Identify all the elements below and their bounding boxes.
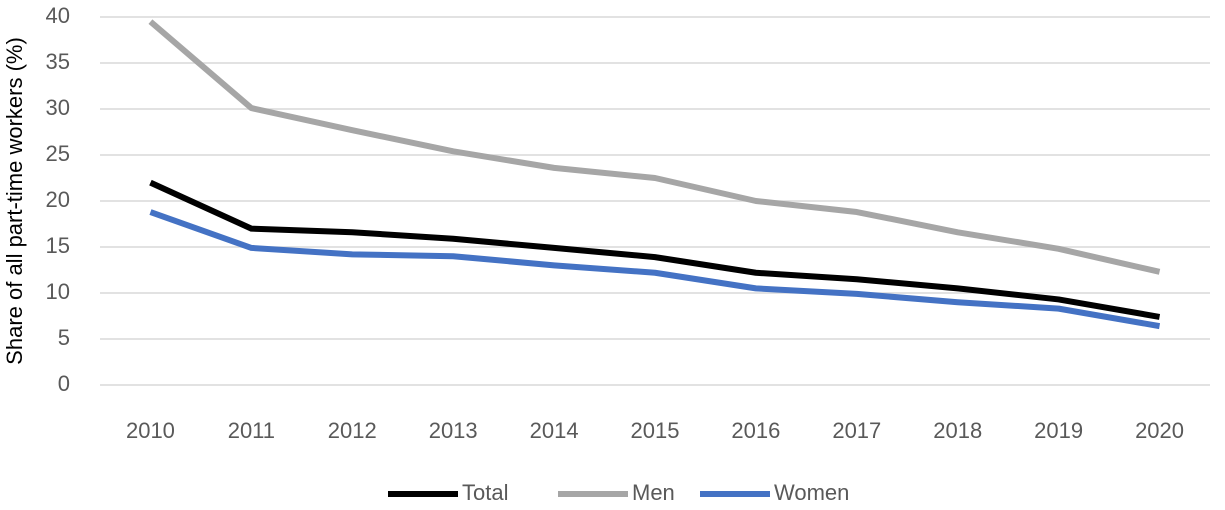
legend-label: Men — [632, 480, 675, 505]
y-tick-label: 10 — [46, 279, 70, 304]
y-tick-label: 5 — [58, 325, 70, 350]
y-tick-label: 15 — [46, 233, 70, 258]
line-series — [148, 19, 1161, 275]
legend-item: Men — [558, 480, 675, 505]
legend-label: Women — [774, 480, 849, 505]
y-axis-label: Share of all part-time workers (%) — [2, 37, 27, 365]
x-tick-label: 2012 — [328, 418, 377, 443]
y-tick-label: 0 — [58, 371, 70, 396]
x-tick-label: 2016 — [731, 418, 780, 443]
x-tick-label: 2017 — [832, 418, 881, 443]
x-tick-label: 2018 — [933, 418, 982, 443]
x-tick-label: 2010 — [126, 418, 175, 443]
line-series — [149, 179, 1161, 320]
y-tick-label: 40 — [46, 3, 70, 28]
y-tick-label: 20 — [46, 187, 70, 212]
x-tick-label: 2020 — [1135, 418, 1184, 443]
x-tick-label: 2019 — [1034, 418, 1083, 443]
y-tick-label: 25 — [46, 141, 70, 166]
x-tick-label: 2014 — [530, 418, 579, 443]
x-tick-label: 2015 — [631, 418, 680, 443]
line-series — [149, 209, 1161, 330]
legend-label: Total — [462, 480, 508, 505]
y-tick-label: 30 — [46, 95, 70, 120]
legend-item: Women — [700, 480, 849, 505]
x-tick-label: 2011 — [228, 418, 275, 443]
legend-item: Total — [388, 480, 508, 505]
x-tick-label: 2013 — [429, 418, 478, 443]
y-tick-label: 35 — [46, 49, 70, 74]
